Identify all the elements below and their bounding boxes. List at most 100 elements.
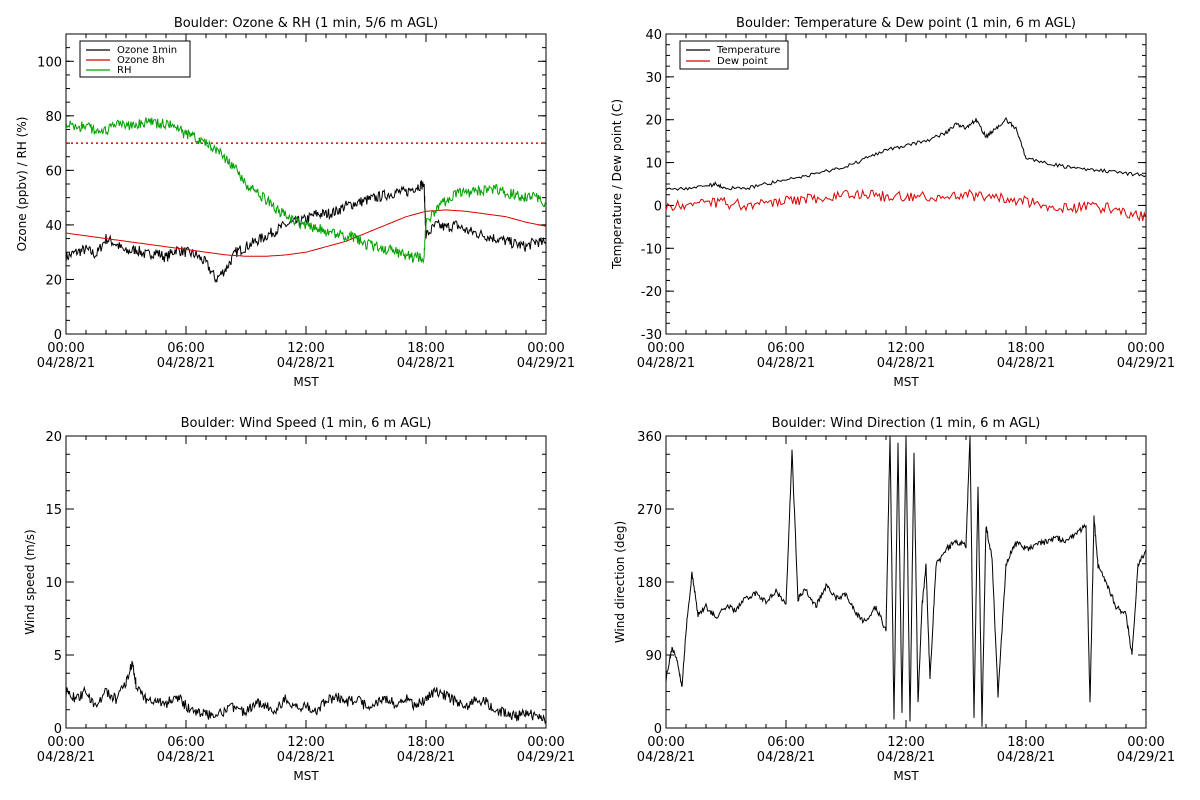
y-tick-label: 20 xyxy=(45,430,62,445)
y-tick-label: 30 xyxy=(645,71,662,86)
x-tick-date: 04/28/21 xyxy=(637,356,695,371)
chart-title: Boulder: Ozone & RH (1 min, 5/6 m AGL) xyxy=(174,16,438,31)
x-tick-date: 04/28/21 xyxy=(397,356,455,371)
x-tick-date: 04/29/21 xyxy=(1117,356,1175,371)
x-tick-time: 00:00 xyxy=(47,735,84,750)
x-ticks: 00:0004/28/2106:0004/28/2112:0004/28/211… xyxy=(37,436,575,765)
x-tick-time: 12:00 xyxy=(287,735,324,750)
y-tick-label: 15 xyxy=(45,503,62,518)
x-ticks: 00:0004/28/2106:0004/28/2112:0004/28/211… xyxy=(637,436,1175,765)
x-tick-date: 04/28/21 xyxy=(877,356,935,371)
x-tick-date: 04/28/21 xyxy=(757,750,815,765)
series-lines xyxy=(65,117,547,283)
y-axis-label: Wind speed (m/s) xyxy=(23,529,37,634)
x-tick-time: 06:00 xyxy=(767,735,804,750)
x-ticks: 00:0004/28/2106:0004/28/2112:0004/28/211… xyxy=(637,34,1175,371)
x-tick-date: 04/28/21 xyxy=(997,356,1055,371)
x-ticks: 00:0004/28/2106:0004/28/2112:0004/28/211… xyxy=(37,34,575,371)
panel-wind-direction: Boulder: Wind Direction (1 min, 6 m AGL)… xyxy=(613,416,1175,783)
y-tick-label: 10 xyxy=(45,576,62,591)
x-tick-time: 00:00 xyxy=(527,735,564,750)
x-tick-date: 04/28/21 xyxy=(37,750,95,765)
y-ticks: -30 -20 -10 0 10 20 30 40 xyxy=(641,28,1146,343)
x-tick-date: 04/28/21 xyxy=(997,750,1055,765)
y-tick-label: 80 xyxy=(45,110,62,125)
y-tick-label: 0 xyxy=(654,722,662,737)
x-tick-date: 04/29/21 xyxy=(1117,750,1175,765)
y-ticks: 0 5 10 15 20 xyxy=(45,430,546,737)
x-tick-date: 04/29/21 xyxy=(517,750,575,765)
chart-title: Boulder: Temperature & Dew point (1 min,… xyxy=(736,16,1076,31)
x-axis-label: MST xyxy=(893,769,919,783)
series-line-wind-direction-deg xyxy=(665,435,1147,727)
x-tick-time: 12:00 xyxy=(887,341,924,356)
series-line-dew-point xyxy=(665,188,1147,222)
y-tick-label: 360 xyxy=(637,430,662,445)
series-lines xyxy=(665,117,1147,222)
plot-frame xyxy=(665,33,1147,335)
y-axis-label: Wind direction (deg) xyxy=(613,521,627,643)
y-tick-label: 40 xyxy=(645,28,662,43)
plot-frame xyxy=(65,435,547,729)
x-tick-date: 04/28/21 xyxy=(637,750,695,765)
y-tick-label: 270 xyxy=(637,503,662,518)
x-tick-time: 00:00 xyxy=(647,735,684,750)
y-tick-label: 20 xyxy=(45,273,62,288)
x-tick-time: 00:00 xyxy=(1127,735,1164,750)
legend-label-dew-point: Dew point xyxy=(717,56,768,67)
y-tick-label: 0 xyxy=(654,199,662,214)
series-line-ozone-1min xyxy=(65,179,547,283)
y-tick-label: -20 xyxy=(641,285,662,300)
y-tick-label: 90 xyxy=(645,649,662,664)
x-tick-date: 04/28/21 xyxy=(37,356,95,371)
y-tick-label: -10 xyxy=(641,242,662,257)
x-tick-date: 04/28/21 xyxy=(277,356,335,371)
legend: Temperature Dew point xyxy=(679,40,789,70)
series-line-ozone-8h xyxy=(65,209,547,257)
y-tick-label: 20 xyxy=(645,114,662,129)
legend-label-ozone-1min: Ozone 1min xyxy=(117,45,177,56)
y-axis-label: Temperature / Dew point (C) xyxy=(610,99,624,270)
legend-box xyxy=(679,40,789,70)
chart-title: Boulder: Wind Speed (1 min, 6 m AGL) xyxy=(181,416,432,431)
panel-ozone-rh: Boulder: Ozone & RH (1 min, 5/6 m AGL) 0… xyxy=(15,16,575,389)
x-tick-time: 12:00 xyxy=(287,341,324,356)
series-lines xyxy=(665,435,1147,727)
x-tick-date: 04/28/21 xyxy=(757,356,815,371)
panel-temperature-dewpoint: Boulder: Temperature & Dew point (1 min,… xyxy=(610,16,1175,389)
y-tick-label: 5 xyxy=(54,649,62,664)
x-tick-date: 04/28/21 xyxy=(277,750,335,765)
x-tick-time: 18:00 xyxy=(1007,341,1044,356)
x-tick-time: 06:00 xyxy=(767,341,804,356)
series-line-wind-speed-m-s xyxy=(65,660,547,724)
x-tick-time: 00:00 xyxy=(647,341,684,356)
y-tick-label: 0 xyxy=(54,722,62,737)
series-lines xyxy=(65,660,547,724)
x-tick-time: 12:00 xyxy=(887,735,924,750)
plot-frame xyxy=(665,435,1147,729)
y-ticks: 0 20 40 60 80 100 xyxy=(37,33,546,343)
panel-wind-speed: Boulder: Wind Speed (1 min, 6 m AGL) 0 5 1… xyxy=(23,416,575,783)
series-line-temperature xyxy=(665,117,1147,191)
legend-label-temperature: Temperature xyxy=(716,45,780,56)
y-tick-label: 0 xyxy=(54,328,62,343)
y-tick-label: 180 xyxy=(637,576,662,591)
x-tick-date: 04/28/21 xyxy=(157,750,215,765)
x-tick-time: 18:00 xyxy=(1007,735,1044,750)
plot-frame xyxy=(65,33,547,335)
x-tick-date: 04/28/21 xyxy=(157,356,215,371)
y-tick-label: 40 xyxy=(45,219,62,234)
x-axis-label: MST xyxy=(293,375,319,389)
x-tick-date: 04/28/21 xyxy=(877,750,935,765)
x-tick-date: 04/29/21 xyxy=(517,356,575,371)
x-tick-time: 18:00 xyxy=(407,341,444,356)
legend-box xyxy=(79,40,191,78)
series-line-rh xyxy=(65,117,547,264)
x-tick-time: 00:00 xyxy=(1127,341,1164,356)
y-tick-label: 10 xyxy=(645,157,662,172)
y-tick-label: -30 xyxy=(641,328,662,343)
x-tick-time: 06:00 xyxy=(167,341,204,356)
legend-label-ozone-8h: Ozone 8h xyxy=(117,55,165,66)
chart-title: Boulder: Wind Direction (1 min, 6 m AGL) xyxy=(772,416,1041,431)
